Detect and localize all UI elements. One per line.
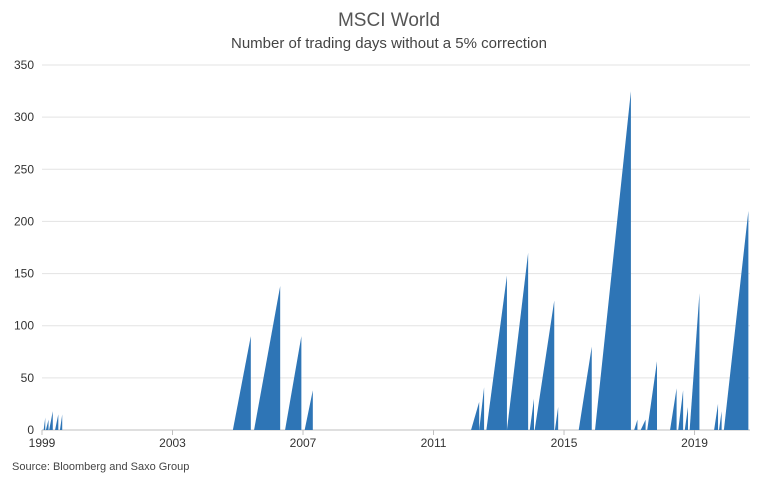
area-run-4 <box>59 414 63 430</box>
y-tick-label: 200 <box>14 214 34 228</box>
area-run-1 <box>45 419 49 430</box>
area-run-21 <box>670 388 677 430</box>
grid-lines <box>42 64 750 431</box>
area-run-26 <box>719 411 722 430</box>
area-run-18 <box>634 419 638 430</box>
area-run-8 <box>304 390 313 430</box>
y-axis: 0 50 100 150 200 250 300 350 <box>14 58 34 437</box>
area-run-7 <box>285 336 302 430</box>
x-tick-label: 1999 <box>29 436 56 450</box>
x-tick-label: 2011 <box>421 436 447 450</box>
y-tick-label: 100 <box>14 319 34 333</box>
area-run-5 <box>232 336 251 430</box>
chart-subtitle: Number of trading days without a 5% corr… <box>231 35 547 52</box>
data-area-series <box>43 91 749 431</box>
area-run-19 <box>640 419 646 430</box>
y-tick-label: 250 <box>14 162 34 176</box>
area-run-15 <box>554 407 559 430</box>
area-run-20 <box>647 361 658 430</box>
area-run-27 <box>723 211 749 430</box>
x-tick-label: 2019 <box>681 436 708 450</box>
x-axis: 1999 2003 2007 2011 2015 2019 <box>29 430 708 450</box>
area-run-22 <box>678 390 684 430</box>
area-run-16 <box>578 346 592 430</box>
area-run-24 <box>689 293 700 430</box>
area-run-23 <box>684 407 689 430</box>
area-run-13 <box>529 398 535 430</box>
y-tick-label: 0 <box>27 423 34 437</box>
area-run-11 <box>486 275 507 430</box>
source-note: Source: Bloomberg and Saxo Group <box>12 461 190 473</box>
area-run-3 <box>55 414 59 430</box>
chart-title: MSCI World <box>337 10 441 31</box>
area-run-9 <box>471 401 480 430</box>
y-tick-label: 300 <box>14 110 34 124</box>
area-run-17 <box>595 91 631 431</box>
area-run-0 <box>43 417 46 430</box>
area-run-2 <box>49 411 53 430</box>
x-tick-label: 2015 <box>551 436 578 450</box>
x-tick-label: 2003 <box>159 436 186 450</box>
y-tick-label: 350 <box>14 58 34 72</box>
x-tick-label: 2007 <box>290 436 317 450</box>
area-run-14 <box>534 300 555 430</box>
area-run-10 <box>479 387 485 430</box>
area-run-6 <box>254 286 281 430</box>
area-run-25 <box>714 403 719 430</box>
area-run-12 <box>506 252 529 430</box>
y-tick-label: 150 <box>14 267 34 281</box>
y-tick-label: 50 <box>21 371 35 385</box>
